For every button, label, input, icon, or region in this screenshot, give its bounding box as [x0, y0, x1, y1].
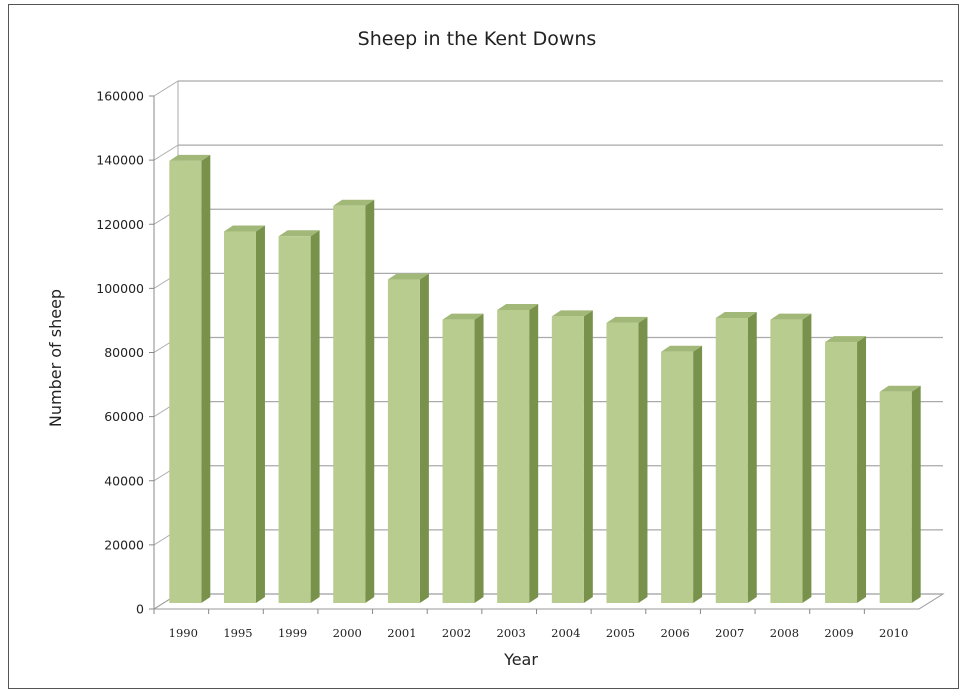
bar-2000 — [333, 199, 375, 603]
bar-front — [606, 322, 639, 603]
bar-2006 — [661, 345, 703, 603]
x-tick-label: 2009 — [824, 626, 853, 640]
bar-front — [551, 316, 584, 603]
bar-side — [419, 273, 429, 603]
bar-side — [911, 385, 921, 603]
bar-front — [169, 160, 202, 603]
y-tick-label: 120000 — [96, 217, 144, 232]
bars — [169, 154, 921, 604]
bar-top — [825, 336, 867, 343]
bar-side — [474, 313, 484, 603]
bar-side — [693, 345, 703, 603]
bar-top — [278, 230, 320, 237]
gridlines — [153, 80, 943, 610]
y-tick-labels: 0 20000 40000 60000 80000 100000 120000 140000 1… — [96, 89, 144, 617]
y-tick-label: 160000 — [96, 89, 144, 104]
bar-front — [770, 319, 803, 603]
x-tick-label: 2005 — [606, 626, 635, 640]
bar-top — [169, 154, 211, 161]
x-tick-label: 1995 — [223, 626, 252, 640]
y-tick-label: 0 — [136, 602, 144, 617]
chart-frame: Sheep in the Kent Downs Year Number of s… — [8, 4, 959, 689]
bar-top — [333, 199, 375, 206]
bar-front — [442, 319, 475, 603]
chart-title: Sheep in the Kent Downs — [358, 28, 597, 50]
x-tick-label: 2001 — [387, 626, 416, 640]
bar-front — [825, 342, 858, 603]
x-tick-label: 2004 — [551, 626, 580, 640]
x-tick-label: 2010 — [879, 626, 908, 640]
bar-front — [661, 351, 694, 603]
bar-2008 — [770, 313, 812, 603]
x-tick-label: 2006 — [660, 626, 689, 640]
bar-side — [747, 312, 757, 603]
y-axis-label: Number of sheep — [46, 289, 65, 427]
x-tick-label: 2007 — [715, 626, 744, 640]
bar-front — [497, 310, 530, 603]
x-tick-label: 2000 — [333, 626, 362, 640]
bar-2004 — [551, 310, 593, 603]
bar-1999 — [278, 230, 320, 603]
bar-side — [583, 310, 593, 603]
bar-front — [278, 236, 311, 603]
bar-top — [661, 345, 703, 352]
bar-top — [606, 316, 648, 323]
bar-front — [715, 318, 748, 603]
bar-top — [715, 312, 757, 319]
bar-chart: Sheep in the Kent Downs Year Number of s… — [46, 28, 945, 669]
gridline-side — [153, 80, 179, 97]
bar-top — [770, 313, 812, 320]
y-tick-label: 80000 — [104, 345, 144, 360]
x-tick-labels: 1990 1995 1999 2000 2001 2002 2003 2004 2005 2006… — [169, 626, 909, 640]
bar-side — [255, 225, 265, 604]
bar-front — [223, 231, 256, 604]
bar-2001 — [387, 273, 429, 603]
bar-top — [442, 313, 484, 320]
bar-side — [365, 199, 375, 603]
axes — [149, 81, 945, 614]
x-tick-label: 2008 — [770, 626, 799, 640]
bar-front — [387, 279, 420, 603]
y-tick-label: 60000 — [104, 409, 144, 424]
bar-2003 — [497, 304, 539, 603]
bar-1995 — [223, 225, 265, 604]
bar-front — [879, 391, 912, 603]
bar-2007 — [715, 312, 757, 603]
bar-front — [333, 205, 366, 603]
bar-side — [529, 304, 539, 603]
bar-side — [201, 154, 211, 603]
x-tick-label: 1999 — [278, 626, 307, 640]
bar-side — [857, 336, 867, 603]
x-tick-label: 1990 — [169, 626, 198, 640]
y-tick-label: 20000 — [104, 537, 144, 552]
y-tick-label: 140000 — [96, 153, 144, 168]
y-tick-label: 100000 — [96, 281, 144, 296]
bar-2002 — [442, 313, 484, 603]
bar-side — [310, 230, 320, 603]
x-axis-label: Year — [503, 650, 538, 669]
bar-top — [223, 225, 265, 232]
bar-top — [497, 304, 539, 311]
bar-side — [802, 313, 812, 603]
bar-top — [879, 385, 921, 392]
floor — [152, 593, 945, 610]
x-tick-label: 2003 — [497, 626, 526, 640]
bar-top — [387, 273, 429, 280]
bar-2009 — [825, 336, 867, 603]
bar-1990 — [169, 154, 211, 603]
x-tick-label: 2002 — [442, 626, 471, 640]
bar-2010 — [879, 385, 921, 603]
bar-top — [551, 310, 593, 317]
bar-2005 — [606, 316, 648, 603]
bar-side — [638, 316, 648, 603]
y-tick-label: 40000 — [104, 473, 144, 488]
gridline-side — [153, 144, 179, 161]
